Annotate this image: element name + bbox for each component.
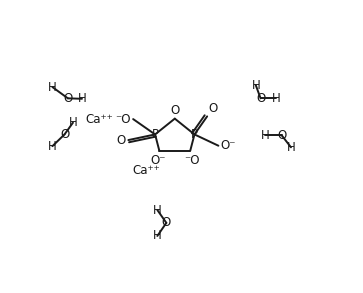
Text: O: O: [60, 128, 69, 141]
Text: O: O: [277, 129, 286, 142]
Text: H: H: [69, 116, 77, 129]
Text: H: H: [78, 92, 86, 105]
Text: H: H: [261, 129, 270, 142]
Text: P: P: [152, 128, 159, 141]
Text: Ca⁺⁺: Ca⁺⁺: [86, 113, 114, 126]
Text: O: O: [208, 102, 218, 115]
Text: O: O: [256, 92, 265, 105]
Text: H: H: [153, 204, 162, 217]
Text: H: H: [272, 92, 281, 105]
Text: ⁻O: ⁻O: [115, 113, 131, 126]
Text: P: P: [191, 128, 198, 141]
Text: H: H: [287, 141, 295, 154]
Text: O: O: [63, 92, 73, 105]
Text: Ca⁺⁺: Ca⁺⁺: [132, 164, 160, 177]
Text: O⁻: O⁻: [150, 154, 166, 167]
Text: H: H: [48, 81, 57, 93]
Text: H: H: [252, 79, 260, 92]
Text: H: H: [48, 140, 57, 153]
Text: H: H: [153, 229, 162, 242]
Text: O: O: [170, 104, 179, 117]
Text: O: O: [162, 216, 171, 229]
Text: ⁻O: ⁻O: [184, 154, 199, 167]
Text: O⁻: O⁻: [221, 139, 236, 152]
Text: O: O: [117, 134, 126, 146]
